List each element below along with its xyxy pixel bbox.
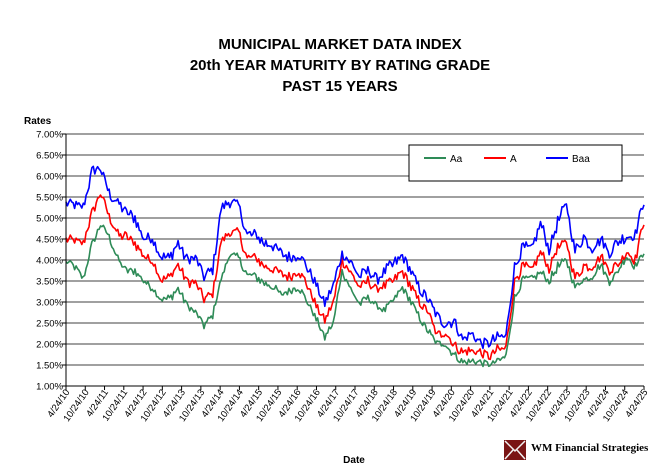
y-tick-label: 3.00% [36, 298, 63, 309]
series-lines [65, 165, 645, 368]
y-tick-label: 5.50% [36, 193, 63, 204]
legend-label-aa: Aa [450, 154, 463, 165]
title-line-1: MUNICIPAL MARKET DATA INDEX [218, 36, 462, 53]
legend: Aa A Baa [408, 144, 623, 182]
envelope-logo-icon [504, 440, 526, 460]
y-tick-label: 1.00% [36, 382, 63, 393]
y-tick-label: 4.50% [36, 235, 63, 246]
y-tick-labels: 1.00% 1.50% 2.00% 2.50% 3.00% 3.50% 4.00% 4.50%… [36, 130, 63, 393]
y-tick-label: 4.00% [36, 256, 63, 267]
y-tick-label: 5.00% [36, 214, 63, 225]
x-tick-labels: 4/24/1010/24/104/24/1110/24/114/24/1210/… [45, 386, 650, 424]
x-axis-label: Date [343, 455, 365, 466]
chart-title: MUNICIPAL MARKET DATA INDEX 20th YEAR MA… [0, 34, 660, 97]
title-line-3: PAST 15 YEARS [282, 78, 398, 95]
y-tick-label: 7.00% [36, 130, 63, 141]
title-line-2: 20th YEAR MATURITY BY RATING GRADE [189, 57, 491, 74]
y-tick-label: 6.00% [36, 172, 63, 183]
legend-box [408, 144, 623, 182]
y-tick-label: 2.50% [36, 319, 63, 330]
y-tick-label: 3.50% [36, 277, 63, 288]
y-tick-label: 6.50% [36, 151, 63, 162]
series-line-aa [65, 224, 645, 368]
legend-label-baa: Baa [572, 154, 590, 165]
y-tick-label: 1.50% [36, 361, 63, 372]
y-tick-label: 2.00% [36, 340, 63, 351]
y-axis-label: Rates [24, 116, 52, 127]
legend-label-a: A [510, 154, 517, 165]
series-line-baa [65, 165, 645, 350]
series-line-a [65, 194, 645, 361]
watermark-text: WM Financial Strategies [531, 442, 649, 454]
watermark: WM Financial Strategies [504, 440, 654, 462]
